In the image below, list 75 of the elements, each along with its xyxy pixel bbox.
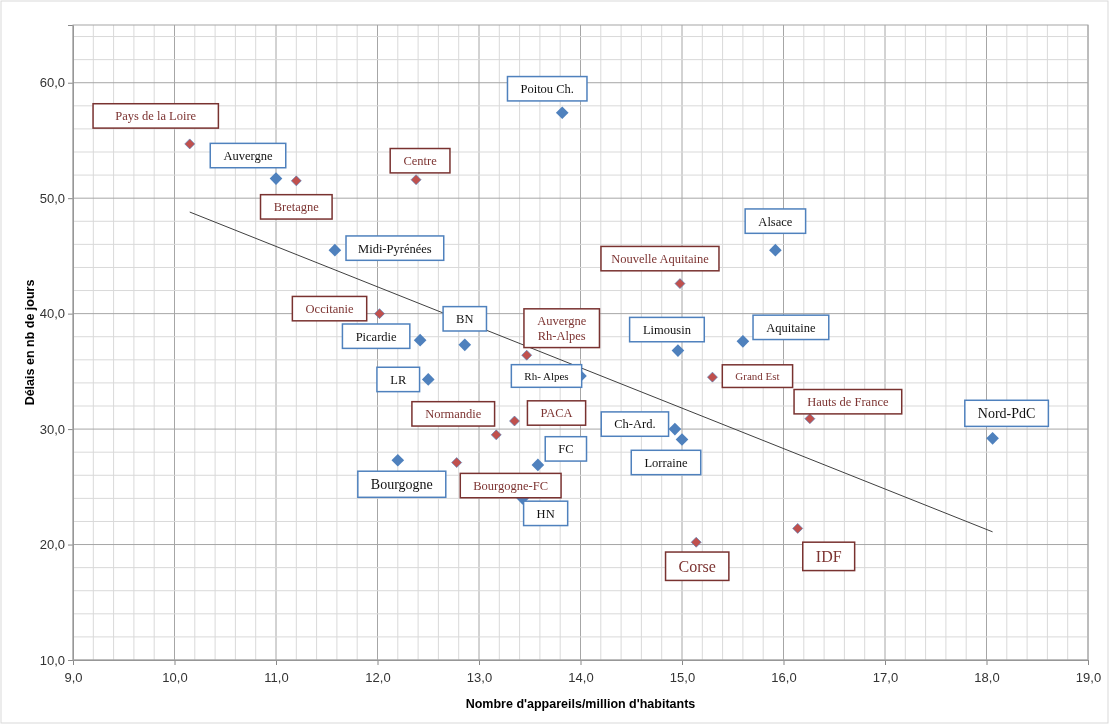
point <box>391 453 405 467</box>
data-label: Pays de la Loire <box>115 109 197 124</box>
point <box>509 415 520 427</box>
point <box>690 536 702 548</box>
point <box>521 349 532 361</box>
point <box>291 175 302 187</box>
point <box>674 278 686 289</box>
data-label: PACA <box>540 406 573 421</box>
point <box>413 333 427 347</box>
data-label: LR <box>390 372 407 387</box>
x-tick-label: 11,0 <box>264 670 289 686</box>
data-label: Lorraine <box>644 455 688 470</box>
data-label: Picardie <box>355 329 398 344</box>
data-label: Bourgogne-FC <box>473 478 549 493</box>
data-label: Hauts de France <box>807 395 889 410</box>
data-label: BN <box>456 312 474 327</box>
data-label: Aquitaine <box>766 320 816 335</box>
point <box>421 373 435 386</box>
data-label: Grand Est <box>735 369 780 382</box>
point <box>328 243 342 257</box>
x-tick-label: 16,0 <box>771 670 797 686</box>
point <box>374 308 385 319</box>
y-tick-label: 50,0 <box>39 190 65 206</box>
y-axis-title: Délais en nb de jours <box>23 279 37 406</box>
data-label: Auvergne <box>223 148 273 163</box>
data-label: Centre <box>403 154 438 169</box>
x-tick-label: 13,0 <box>466 670 493 686</box>
y-tick-label: 40,0 <box>39 306 65 322</box>
y-tick-label: 60,0 <box>39 75 65 91</box>
x-tick-label: 19,0 <box>1075 670 1102 686</box>
data-label: Normandie <box>425 407 482 422</box>
point <box>531 458 545 472</box>
data-label: Nord-PdC <box>977 406 1036 422</box>
y-tick-label: 30,0 <box>39 421 65 437</box>
data-label: Midi-Pyrénées <box>358 241 432 256</box>
data-label: Rh- Alpes <box>524 369 569 382</box>
point <box>675 433 689 446</box>
point <box>769 243 782 257</box>
data-label: Limousin <box>642 322 692 337</box>
data-label: Occitanie <box>305 302 354 317</box>
point <box>986 432 999 445</box>
x-tick-label: 18,0 <box>974 670 1000 686</box>
point <box>668 422 682 436</box>
data-label: Poitou Ch. <box>520 82 574 97</box>
data-label: Corse <box>678 557 716 575</box>
x-tick-label: 15,0 <box>669 670 696 686</box>
data-label: Bretagne <box>273 200 320 215</box>
point <box>458 338 472 352</box>
point <box>736 335 750 348</box>
data-label: HN <box>536 506 555 521</box>
x-tick-label: 14,0 <box>568 670 594 686</box>
x-tick-label: 10,0 <box>162 670 188 686</box>
y-tick-label: 10,0 <box>39 652 65 668</box>
point <box>490 429 502 441</box>
point <box>184 138 196 150</box>
data-label: Nouvelle Aquitaine <box>611 251 710 266</box>
data-label: IDF <box>815 547 842 565</box>
point <box>671 344 685 357</box>
point <box>451 457 462 468</box>
data-label: Alsace <box>758 214 793 229</box>
x-axis-title: Nombre d'appareils/million d'habitants <box>465 697 696 711</box>
point <box>804 413 816 424</box>
x-tick-label: 17,0 <box>872 670 899 686</box>
data-label: Ch-Ard. <box>614 417 656 432</box>
x-tick-label: 12,0 <box>365 670 391 686</box>
point <box>707 371 718 383</box>
x-tick-label: 9,0 <box>64 670 83 686</box>
data-label: FC <box>558 442 574 457</box>
point <box>792 523 804 534</box>
point <box>269 172 283 185</box>
y-tick-label: 20,0 <box>39 537 65 553</box>
point <box>410 174 422 186</box>
data-label: Bourgogne <box>370 477 433 493</box>
data-label: Auvergne Rh-Alpes <box>537 314 587 343</box>
point <box>555 106 569 120</box>
